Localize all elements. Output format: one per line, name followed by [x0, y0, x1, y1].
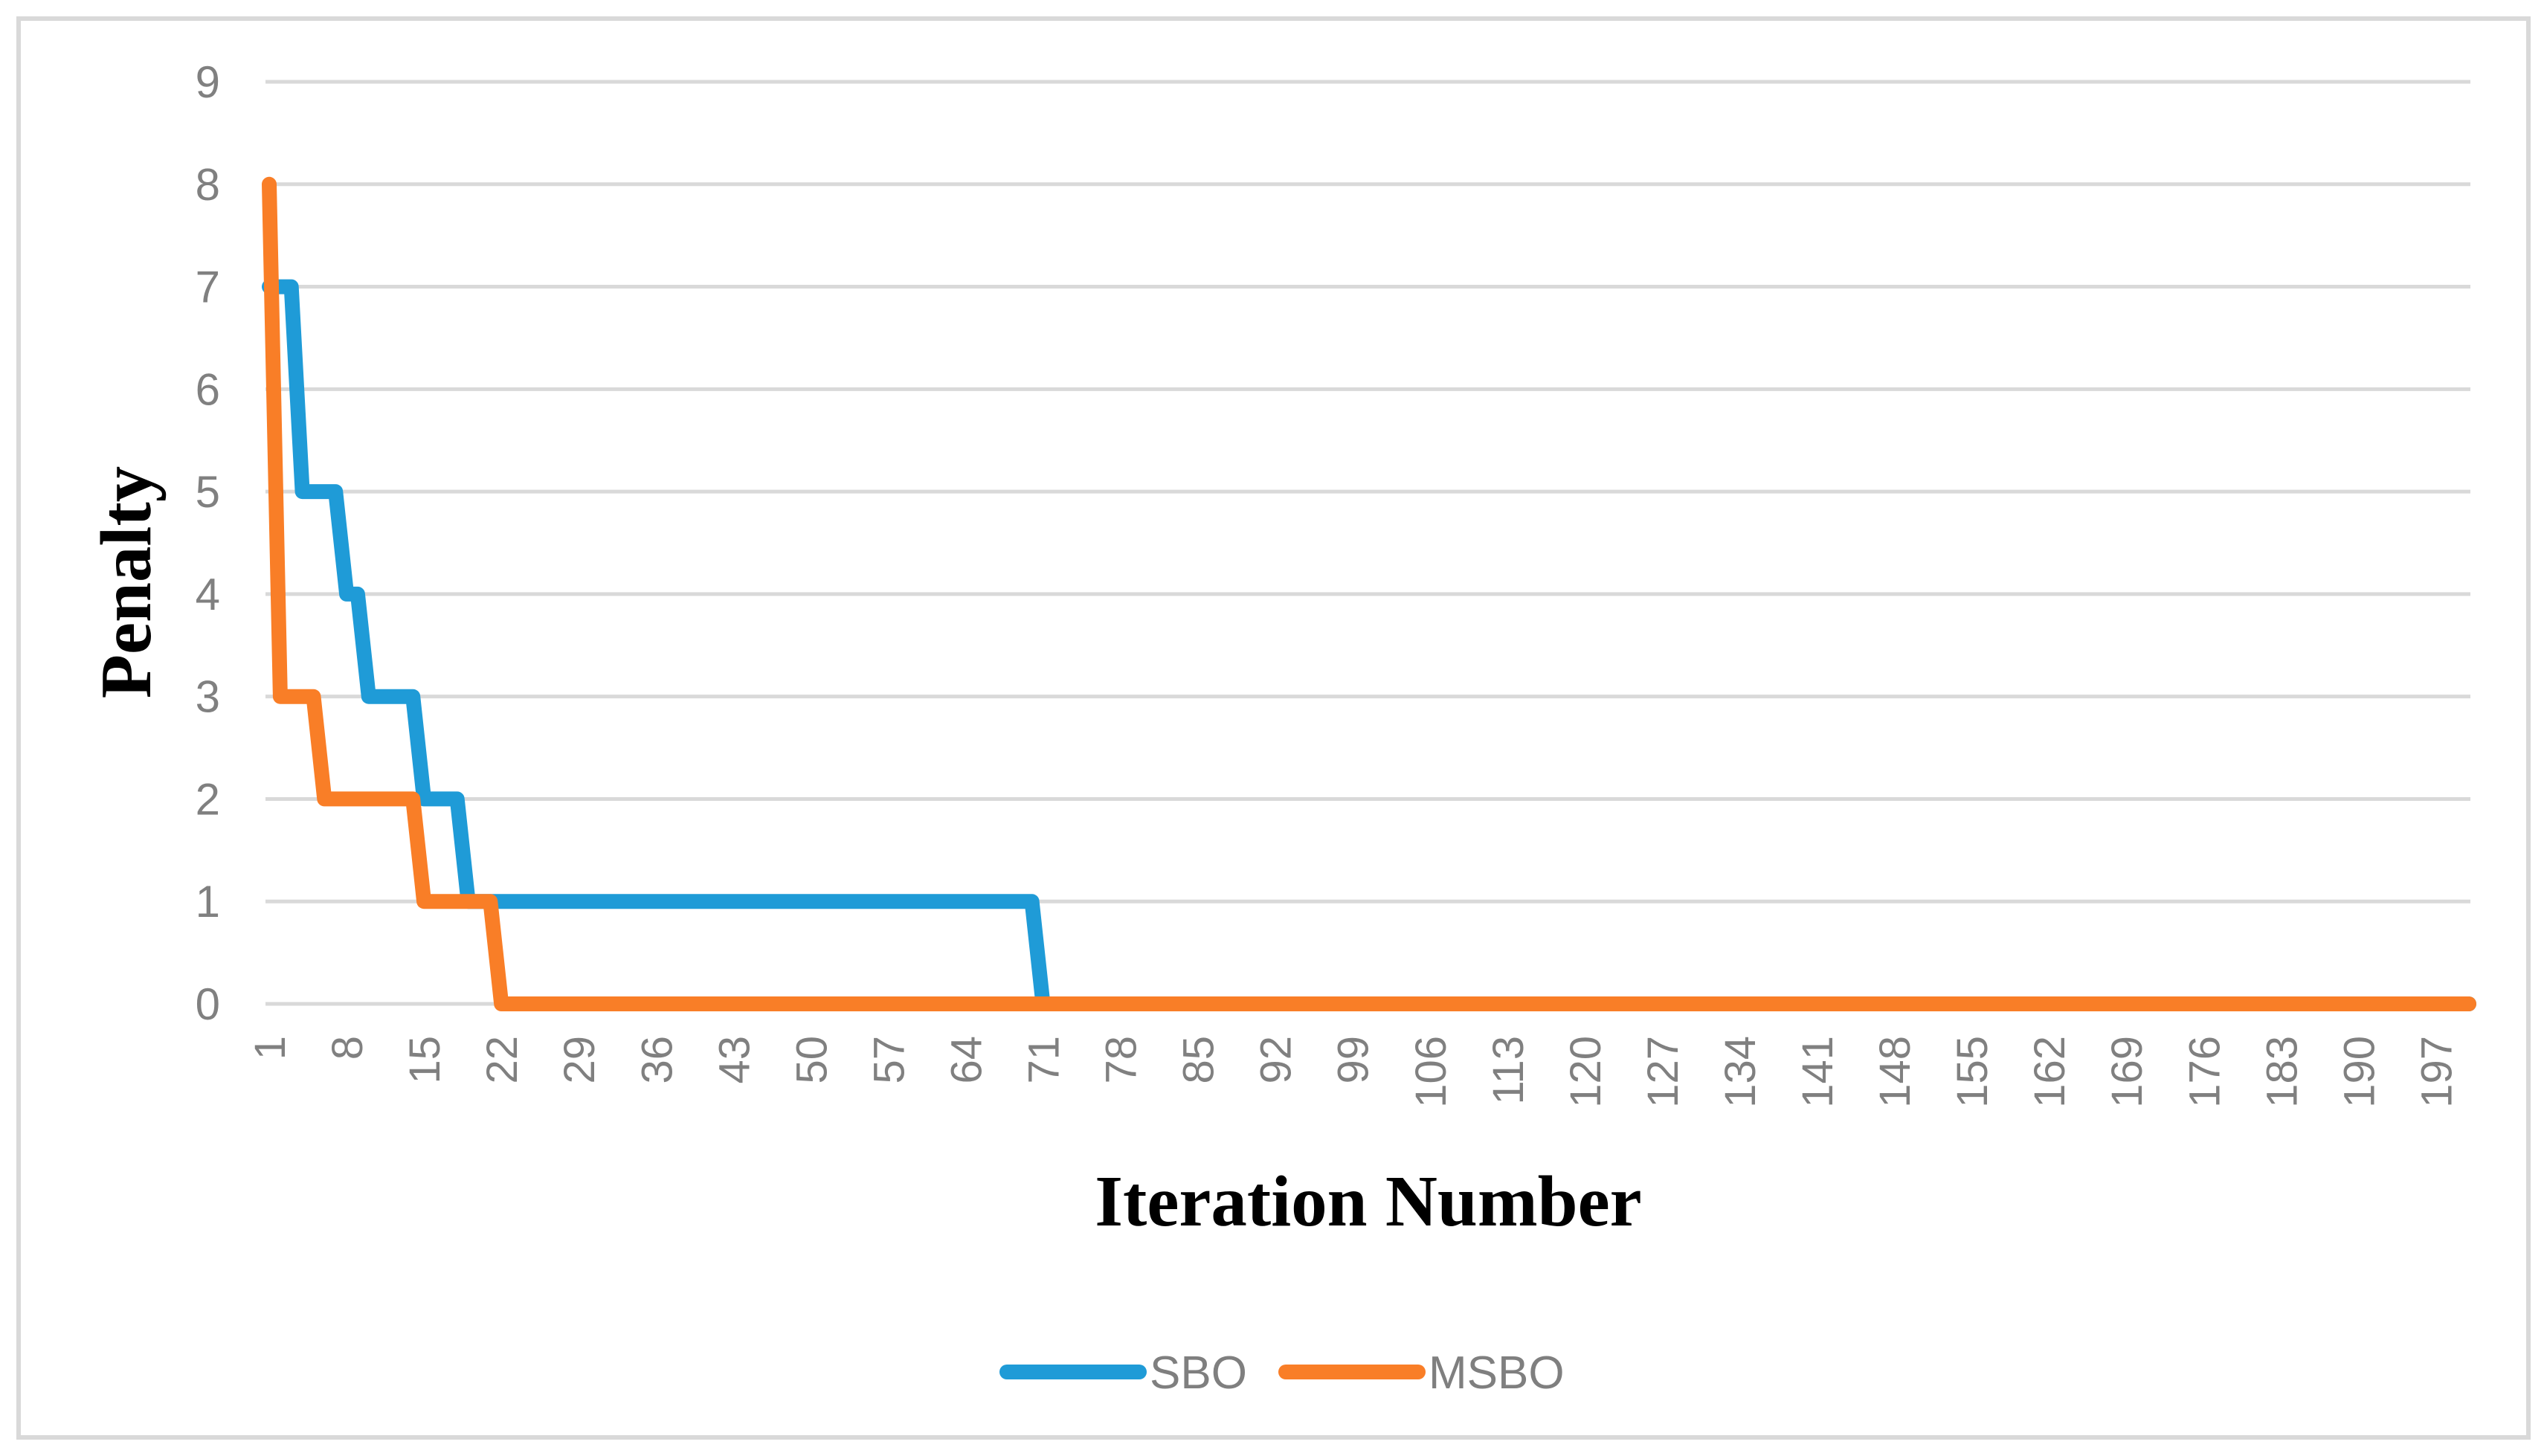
y-tick-label: 3 — [196, 672, 220, 722]
y-tick-label: 4 — [196, 570, 220, 619]
series-lines — [262, 176, 2476, 1011]
chart-frame-border — [16, 16, 2531, 1440]
x-tick-label: 190 — [2335, 1036, 2383, 1108]
y-tick-label: 0 — [196, 979, 220, 1029]
y-tick-label: 8 — [196, 160, 220, 210]
x-tick-label: 1 — [246, 1036, 294, 1060]
legend: SBO MSBO — [999, 1347, 1565, 1399]
x-tick-label: 120 — [1562, 1036, 1610, 1108]
x-tick-label: 176 — [2180, 1036, 2229, 1108]
x-tick-label: 92 — [1252, 1036, 1301, 1084]
x-tick-label: 8 — [323, 1036, 372, 1060]
x-tick-label: 85 — [1175, 1036, 1223, 1084]
y-tick-label: 6 — [196, 364, 220, 414]
x-tick-label: 148 — [1871, 1036, 1919, 1108]
y-tick-label: 1 — [196, 877, 220, 927]
gridlines — [265, 80, 2470, 1006]
y-tick-label: 7 — [196, 262, 220, 312]
legend-label-sbo: SBO — [1150, 1347, 1247, 1399]
x-tick-label: 43 — [710, 1036, 759, 1084]
y-tick-label: 2 — [196, 774, 220, 824]
x-tick-label: 99 — [1330, 1036, 1378, 1084]
x-tick-label: 183 — [2258, 1036, 2306, 1108]
x-tick-label: 127 — [1639, 1036, 1687, 1108]
y-tick-label: 5 — [196, 467, 220, 517]
x-tick-label: 162 — [2026, 1036, 2074, 1108]
x-tick-label: 64 — [942, 1036, 991, 1084]
x-tick-label: 15 — [401, 1036, 449, 1084]
series-line-msbo — [262, 176, 2476, 1011]
x-tick-label: 141 — [1794, 1036, 1842, 1108]
x-tick-label: 155 — [1948, 1036, 1997, 1108]
x-tick-label: 78 — [1098, 1036, 1146, 1084]
x-tick-label: 71 — [1020, 1036, 1069, 1084]
series-line-sbo — [262, 279, 2476, 1011]
x-tick-label: 57 — [865, 1036, 913, 1084]
x-axis-tick-labels: 1 8 15 22 29 36 43 50 57 64 71 78 85 92 99 106 113 120 127… — [246, 1036, 2461, 1108]
x-axis-title: Iteration Number — [1095, 1162, 1641, 1241]
x-tick-label: 50 — [788, 1036, 836, 1084]
x-tick-label: 169 — [2103, 1036, 2151, 1108]
x-tick-label: 29 — [556, 1036, 604, 1084]
y-tick-label: 9 — [196, 57, 220, 107]
x-tick-label: 197 — [2412, 1036, 2461, 1108]
x-tick-label: 113 — [1484, 1036, 1533, 1104]
x-tick-label: 134 — [1716, 1036, 1765, 1108]
x-tick-label: 106 — [1407, 1036, 1455, 1108]
x-tick-label: 22 — [478, 1036, 527, 1084]
x-tick-label: 36 — [633, 1036, 681, 1084]
y-axis-tick-labels: 0 1 2 3 4 5 6 7 8 9 — [196, 57, 220, 1029]
legend-label-msbo: MSBO — [1429, 1347, 1565, 1399]
y-axis-title: Penalty — [86, 466, 166, 699]
